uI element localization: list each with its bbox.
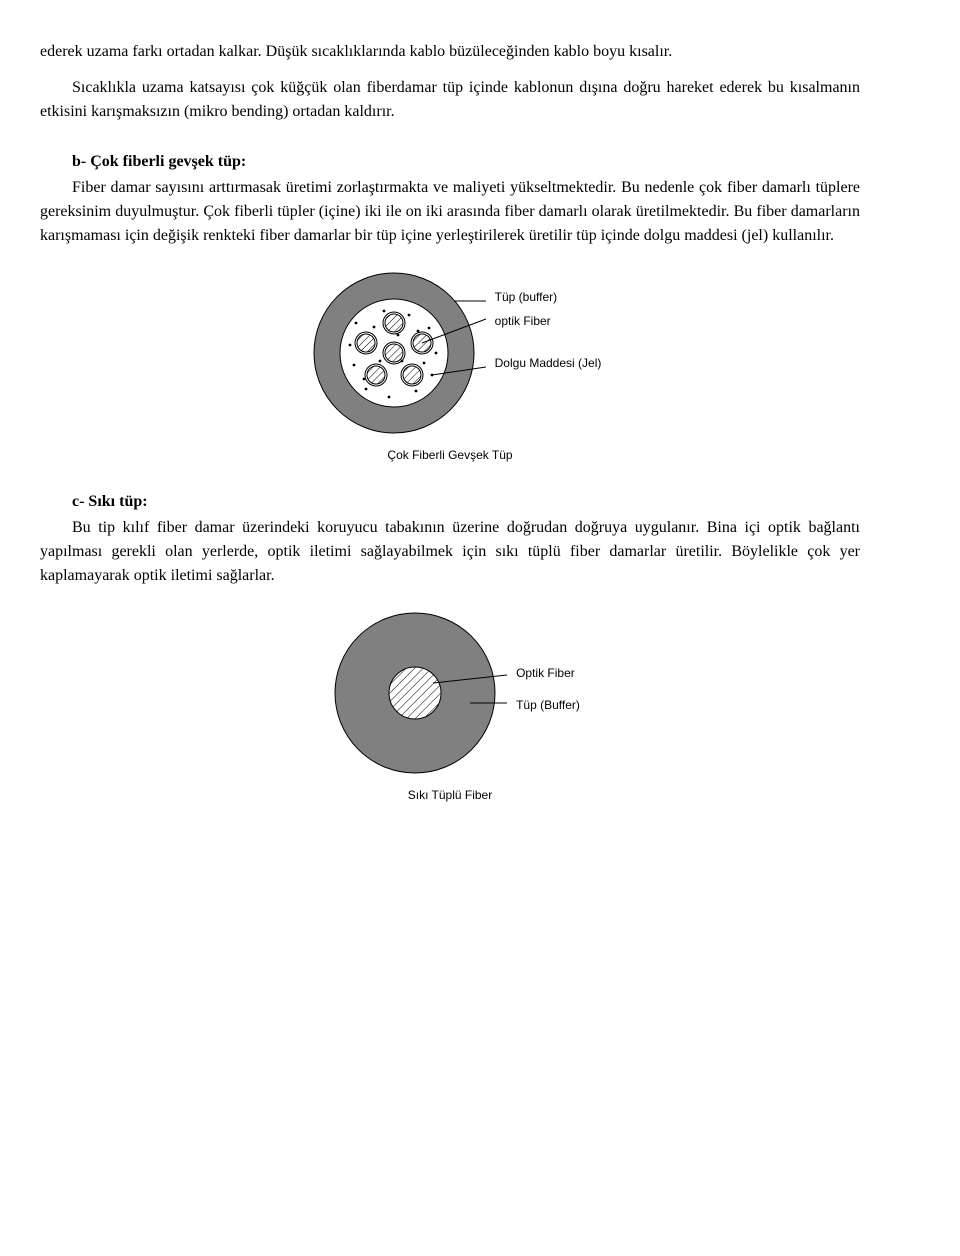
label-optic-fiber-2: Optik Fiber <box>516 666 580 680</box>
diagram-loose-tube <box>299 268 489 438</box>
spacer <box>40 136 860 150</box>
figure2-caption: Sıkı Tüplü Fiber <box>408 788 492 802</box>
label-filling-jel: Dolgu Maddesi (Jel) <box>495 356 602 370</box>
heading-c: c- Sıkı tüp: <box>40 490 860 514</box>
paragraph-intro-1: ederek uzama farkı ortadan kalkar. Düşük… <box>40 40 860 64</box>
heading-b: b- Çok fiberli gevşek tüp: <box>40 150 860 174</box>
figure-multi-fiber-loose-tube: Tüp (buffer) optik Fiber Dolgu Maddesi (… <box>40 268 860 462</box>
diagram-tight-tube <box>320 608 510 778</box>
label-tube-buffer: Tüp (buffer) <box>495 290 602 304</box>
figure-tight-tube-fiber: Optik Fiber Tüp (Buffer) Sıkı Tüplü Fibe… <box>40 608 860 802</box>
paragraph-c: Bu tip kılıf fiber damar üzerindeki koru… <box>40 516 860 588</box>
figure1-caption: Çok Fiberli Gevşek Tüp <box>387 448 512 462</box>
label-tube-buffer-2: Tüp (Buffer) <box>516 698 580 712</box>
paragraph-intro-2: Sıcaklıkla uzama katsayısı çok küğçük ol… <box>40 76 860 124</box>
paragraph-b: Fiber damar sayısını arttırmasak üretimi… <box>40 176 860 248</box>
document-page: ederek uzama farkı ortadan kalkar. Düşük… <box>0 0 960 1256</box>
label-optic-fiber: optik Fiber <box>495 314 602 328</box>
